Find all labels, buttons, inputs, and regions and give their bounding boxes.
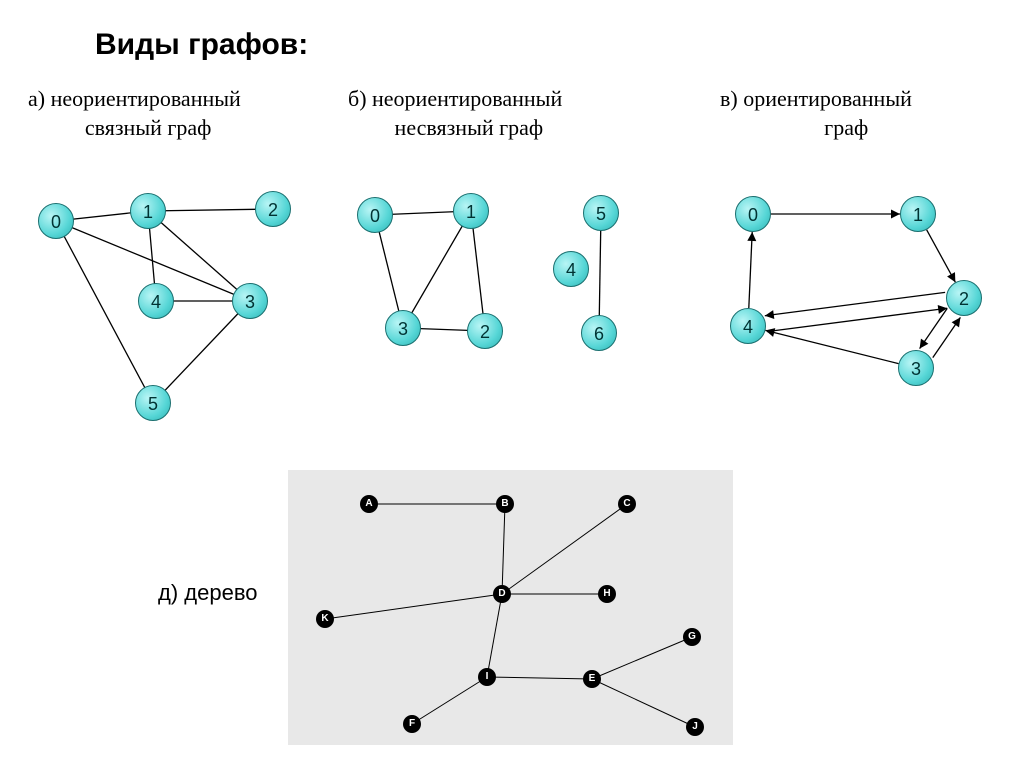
page-title: Виды графов: <box>95 28 308 62</box>
graph-node: 6 <box>581 315 617 351</box>
graph-node: 2 <box>946 280 982 316</box>
tree-node: G <box>683 628 701 646</box>
graph-edge <box>765 330 898 363</box>
tree-node: J <box>686 718 704 736</box>
graph-node: 3 <box>898 350 934 386</box>
panel-b: 0 1 5 4 3 2 6 <box>345 175 665 405</box>
arrow-icon <box>952 317 961 327</box>
tree-node: E <box>583 670 601 688</box>
tree-node: K <box>316 610 334 628</box>
tree-edge <box>592 679 695 727</box>
graph-node: 3 <box>232 283 268 319</box>
tree-edge <box>487 594 502 677</box>
panel-d-label: д) дерево <box>158 580 258 606</box>
panel-a-label: а) неориентированный связный граф <box>28 85 241 142</box>
tree-node: H <box>598 585 616 603</box>
panel-c: 0 1 23 4 <box>710 190 1010 410</box>
tree-node: B <box>496 495 514 513</box>
graph-node: 1 <box>900 196 936 232</box>
graph-node: 0 <box>735 196 771 232</box>
graph-node: 1 <box>453 193 489 229</box>
panel-a: 0 1 2 3 4 5 <box>20 175 320 445</box>
arrow-icon <box>920 339 929 349</box>
tree-edge <box>487 677 592 679</box>
graph-edge <box>403 211 471 328</box>
tree-node: A <box>360 495 378 513</box>
graph-node: 1 <box>130 193 166 229</box>
graph-edge <box>749 232 752 308</box>
graph-edge <box>153 301 250 403</box>
tree-node: I <box>478 668 496 686</box>
graph-node: 2 <box>467 313 503 349</box>
tree-edge <box>325 594 502 619</box>
graph-node: 2 <box>255 191 291 227</box>
graph-node: 5 <box>135 385 171 421</box>
arrow-icon <box>765 310 775 319</box>
arrow-icon <box>891 210 900 219</box>
panel-b-label: б) неориентированный несвязный граф <box>348 85 562 142</box>
tree-node: C <box>618 495 636 513</box>
tree-edge <box>592 637 692 679</box>
graph-node: 0 <box>357 197 393 233</box>
arrow-icon <box>765 328 775 337</box>
panel-c-label: в) ориентированный граф <box>720 85 912 142</box>
graph-node: 3 <box>385 310 421 346</box>
tree-node: D <box>493 585 511 603</box>
graph-node: 5 <box>583 195 619 231</box>
graph-edge <box>56 221 153 403</box>
tree-edge <box>412 677 487 724</box>
graph-node: 4 <box>138 283 174 319</box>
graph-node: 0 <box>38 203 74 239</box>
graph-node: 4 <box>730 308 766 344</box>
panel-d: A B C K D H G I E F J <box>288 470 733 745</box>
tree-edge <box>502 504 627 594</box>
tree-edge <box>502 504 505 594</box>
graph-node: 4 <box>553 251 589 287</box>
tree-node: F <box>403 715 421 733</box>
arrow-icon <box>747 232 756 241</box>
